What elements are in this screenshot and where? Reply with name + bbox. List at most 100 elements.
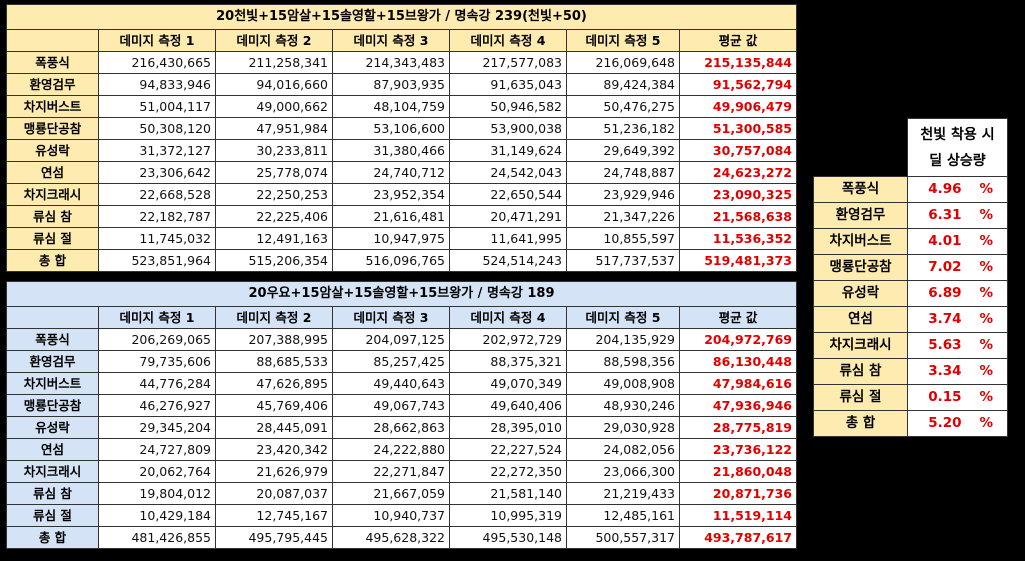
- increase-row: 차지버스트 4.01%: [813, 228, 1008, 255]
- damage-value: 24,727,809: [98, 438, 216, 461]
- skill-name: 환영검무: [813, 202, 908, 229]
- column-header: 평균 값: [679, 306, 797, 329]
- damage-value: 211,258,341: [215, 51, 333, 74]
- skill-name: 총 합: [813, 410, 908, 437]
- skill-name: 환영검무: [6, 350, 99, 373]
- damage-value: 204,135,929: [566, 328, 680, 351]
- skill-name: 차지버스트: [6, 372, 99, 395]
- header-row: 데미지 측정 1 데미지 측정 2 데미지 측정 3 데미지 측정 4 데미지 …: [6, 306, 797, 329]
- damage-value: 31,372,127: [98, 139, 216, 162]
- skill-name: 맹룡단공참: [813, 254, 908, 281]
- damage-value: 53,106,600: [332, 117, 450, 140]
- increase-row: 맹룡단공참 7.02%: [813, 254, 1008, 281]
- skill-name: 차지버스트: [813, 228, 908, 255]
- damage-value: 516,096,765: [332, 249, 450, 272]
- damage-value: 49,640,406: [449, 394, 567, 417]
- damage-value: 88,598,356: [566, 350, 680, 373]
- damage-value: 31,380,466: [332, 139, 450, 162]
- table-row: 맹룡단공참 46,276,927 45,769,406 49,067,743 49,64…: [6, 394, 797, 417]
- column-header: 데미지 측정 2: [215, 29, 333, 52]
- average-value: 21,860,048: [679, 460, 797, 483]
- damage-value: 49,440,643: [332, 372, 450, 395]
- percent-unit: %: [965, 280, 1008, 307]
- damage-value: 19,804,012: [98, 482, 216, 505]
- skill-name: 차지크래시: [813, 332, 908, 359]
- percent-unit: %: [965, 176, 1008, 203]
- damage-value: 91,635,043: [449, 73, 567, 96]
- increase-percent: 6.31: [907, 202, 966, 229]
- column-header: 데미지 측정 3: [332, 29, 450, 52]
- damage-value: 22,650,544: [449, 183, 567, 206]
- table-row: 류심 절 11,745,032 12,491,163 10,947,975 11,641…: [6, 227, 797, 250]
- damage-value: 216,430,665: [98, 51, 216, 74]
- damage-value: 12,485,161: [566, 504, 680, 527]
- average-value: 493,787,617: [679, 526, 797, 549]
- skill-name: 류심 참: [6, 205, 99, 228]
- average-value: 23,090,325: [679, 183, 797, 206]
- damage-value: 28,445,091: [215, 416, 333, 439]
- damage-value: 79,735,606: [98, 350, 216, 373]
- damage-value: 515,206,354: [215, 249, 333, 272]
- table-row: 차지크래시 22,668,528 22,250,253 23,952,354 22,65…: [6, 183, 797, 206]
- damage-value: 88,375,321: [449, 350, 567, 373]
- skill-name: 차지버스트: [6, 95, 99, 118]
- damage-value: 28,395,010: [449, 416, 567, 439]
- damage-value: 481,426,855: [98, 526, 216, 549]
- damage-value: 85,257,425: [332, 350, 450, 373]
- damage-value: 204,097,125: [332, 328, 450, 351]
- column-header: 데미지 측정 3: [332, 306, 450, 329]
- skill-name: 폭풍식: [813, 176, 908, 203]
- average-value: 519,481,373: [679, 249, 797, 272]
- header-row: 데미지 측정 1 데미지 측정 2 데미지 측정 3 데미지 측정 4 데미지 …: [6, 29, 797, 52]
- damage-value: 53,900,038: [449, 117, 567, 140]
- damage-value: 50,946,582: [449, 95, 567, 118]
- table-title: 20천빛+15암살+15솔영할+15브왕가 / 명속강 239(천빛+50): [6, 4, 797, 30]
- damage-value: 94,016,660: [215, 73, 333, 96]
- damage-value: 21,616,481: [332, 205, 450, 228]
- damage-value: 49,070,349: [449, 372, 567, 395]
- damage-value: 24,542,043: [449, 161, 567, 184]
- average-value: 21,568,638: [679, 205, 797, 228]
- damage-value: 24,748,887: [566, 161, 680, 184]
- damage-value: 23,420,342: [215, 438, 333, 461]
- percent-unit: %: [965, 332, 1008, 359]
- damage-value: 11,641,995: [449, 227, 567, 250]
- increase-row: 폭풍식 4.96%: [813, 176, 1008, 203]
- average-value: 47,984,616: [679, 372, 797, 395]
- column-header: 데미지 측정 4: [449, 29, 567, 52]
- skill-name: 차지크래시: [6, 460, 99, 483]
- table-row: 연섬 23,306,642 25,778,074 24,740,712 24,542,0…: [6, 161, 797, 184]
- damage-value: 88,685,533: [215, 350, 333, 373]
- skill-name: 류심 절: [813, 384, 908, 411]
- damage-value: 22,668,528: [98, 183, 216, 206]
- column-header: 데미지 측정 1: [98, 306, 216, 329]
- increase-percent: 4.96: [907, 176, 966, 203]
- damage-value: 29,030,928: [566, 416, 680, 439]
- skill-name: 유성락: [6, 139, 99, 162]
- average-value: 30,757,084: [679, 139, 797, 162]
- table-row: 유성락 29,345,204 28,445,091 28,662,863 28,395,…: [6, 416, 797, 439]
- percent-unit: %: [965, 358, 1008, 385]
- skill-name: 류심 절: [6, 504, 99, 527]
- average-value: 86,130,448: [679, 350, 797, 373]
- damage-value: 30,233,811: [215, 139, 333, 162]
- table-row: 연섬 24,727,809 23,420,342 24,222,880 22,227,5…: [6, 438, 797, 461]
- damage-value: 49,008,908: [566, 372, 680, 395]
- skill-name: 류심 절: [6, 227, 99, 250]
- damage-value: 47,951,984: [215, 117, 333, 140]
- corner-cell: [6, 29, 99, 52]
- skill-name: 총 합: [6, 249, 99, 272]
- increase-header: 천빛 착용 시 딜 상승량: [907, 118, 1008, 177]
- damage-value: 202,972,729: [449, 328, 567, 351]
- damage-value: 21,219,433: [566, 482, 680, 505]
- skill-name: 류심 참: [6, 482, 99, 505]
- average-value: 49,906,479: [679, 95, 797, 118]
- skill-name: 폭풍식: [6, 328, 99, 351]
- table-row: 차지크래시 20,062,764 21,626,979 22,271,847 22,27…: [6, 460, 797, 483]
- damage-value: 51,004,117: [98, 95, 216, 118]
- damage-value: 495,795,445: [215, 526, 333, 549]
- damage-value: 10,947,975: [332, 227, 450, 250]
- damage-value: 89,424,384: [566, 73, 680, 96]
- average-value: 215,135,844: [679, 51, 797, 74]
- damage-increase-table: 천빛 착용 시 딜 상승량 폭풍식 4.96% 환영검무 6.31% 차지버스트 4.01…: [813, 118, 1008, 437]
